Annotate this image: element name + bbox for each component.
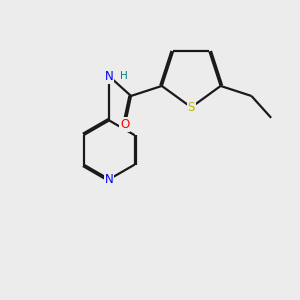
- Text: O: O: [120, 118, 130, 131]
- Text: H: H: [120, 71, 128, 81]
- Text: N: N: [105, 173, 113, 186]
- Text: S: S: [188, 101, 195, 114]
- Text: N: N: [105, 70, 113, 83]
